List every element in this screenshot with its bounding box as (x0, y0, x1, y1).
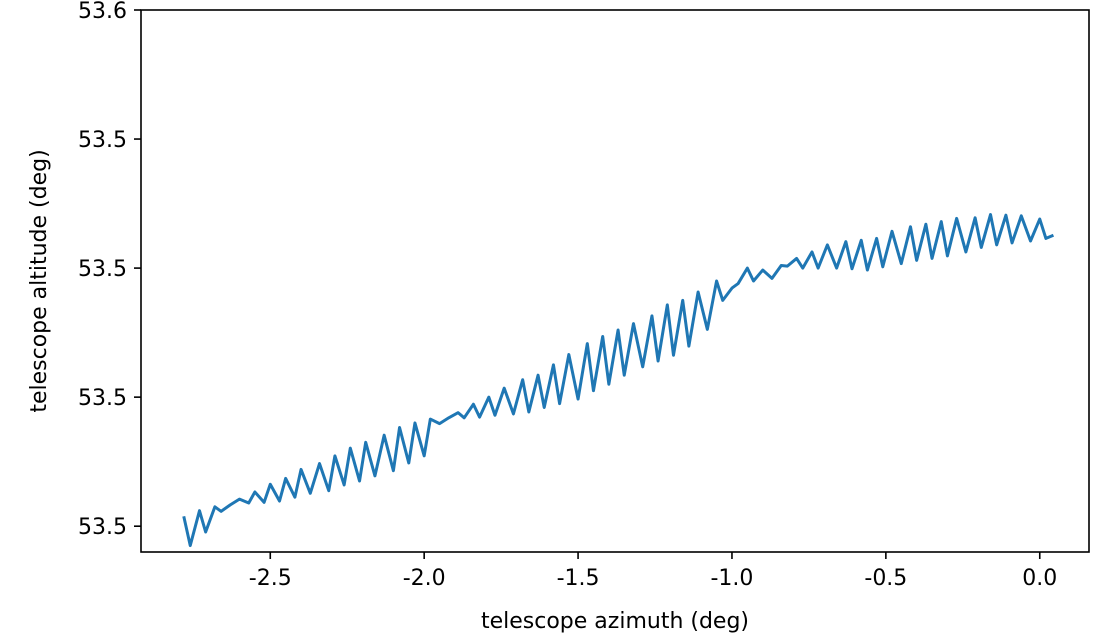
y-tick-label: 53.5 (78, 257, 127, 282)
x-tick-label: -1.0 (710, 566, 753, 591)
plot-area-frame (140, 9, 1090, 553)
series-line-0 (182, 213, 1055, 548)
x-axis: -2.5 -2.0 -1.5 -1.0 -0.5 0.0 (249, 552, 1057, 591)
x-tick-label: -2.5 (249, 566, 292, 591)
y-tick-label: 53.5 (78, 128, 127, 153)
y-axis: 53.5 53.5 53.5 53.5 53.6 (78, 0, 141, 540)
x-tick-label: 0.0 (1022, 566, 1057, 591)
x-tick-label: -1.5 (557, 566, 600, 591)
series-layer (182, 213, 1055, 548)
y-tick-label: 53.5 (78, 386, 127, 411)
x-axis-label: telescope azimuth (deg) (481, 609, 749, 634)
y-tick-label: 53.6 (78, 0, 127, 24)
y-axis-label: telescope altitude (deg) (27, 149, 52, 412)
x-tick-label: -2.0 (403, 566, 446, 591)
x-tick-label: -0.5 (864, 566, 907, 591)
y-tick-label: 53.5 (78, 515, 127, 540)
